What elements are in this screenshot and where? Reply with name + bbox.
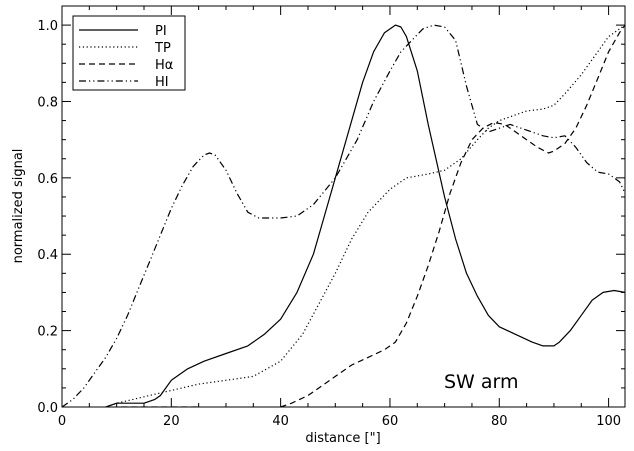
- legend-box: [72, 15, 186, 91]
- legend-label: Hα: [155, 58, 173, 73]
- y-tick-label: 0.0: [37, 401, 58, 416]
- y-tick-label: 0.2: [37, 325, 58, 340]
- legend-label: PI: [155, 24, 167, 39]
- x-tick-label: 20: [163, 414, 180, 429]
- x-tick-label: 100: [596, 414, 621, 429]
- series-line-pi: [62, 24, 625, 407]
- legend-label: HI: [155, 75, 169, 90]
- plot-frame: [61, 5, 626, 408]
- x-axis-title: distance ["]: [305, 431, 380, 446]
- y-axis-title: normalized signal: [11, 149, 26, 264]
- legend-label: TP: [154, 41, 171, 56]
- legend: PI TP Hα HI: [72, 15, 186, 91]
- axis-ticks: 0 20 40 60 80 100 0.0 0.2 0.4 0.6 0.8 1.0: [37, 6, 625, 429]
- x-tick-label: 40: [272, 414, 289, 429]
- y-tick-label: 0.4: [37, 248, 58, 263]
- y-tick-label: 1.0: [37, 19, 58, 34]
- x-tick-label: 0: [58, 414, 66, 429]
- chart-annotation: SW arm: [444, 371, 519, 393]
- x-tick-label: 60: [382, 414, 399, 429]
- series-line-hi: [62, 24, 625, 407]
- y-tick-label: 0.6: [37, 172, 58, 187]
- x-tick-label: 80: [491, 414, 508, 429]
- y-tick-label: 0.8: [37, 95, 58, 110]
- series-layer: [62, 24, 625, 407]
